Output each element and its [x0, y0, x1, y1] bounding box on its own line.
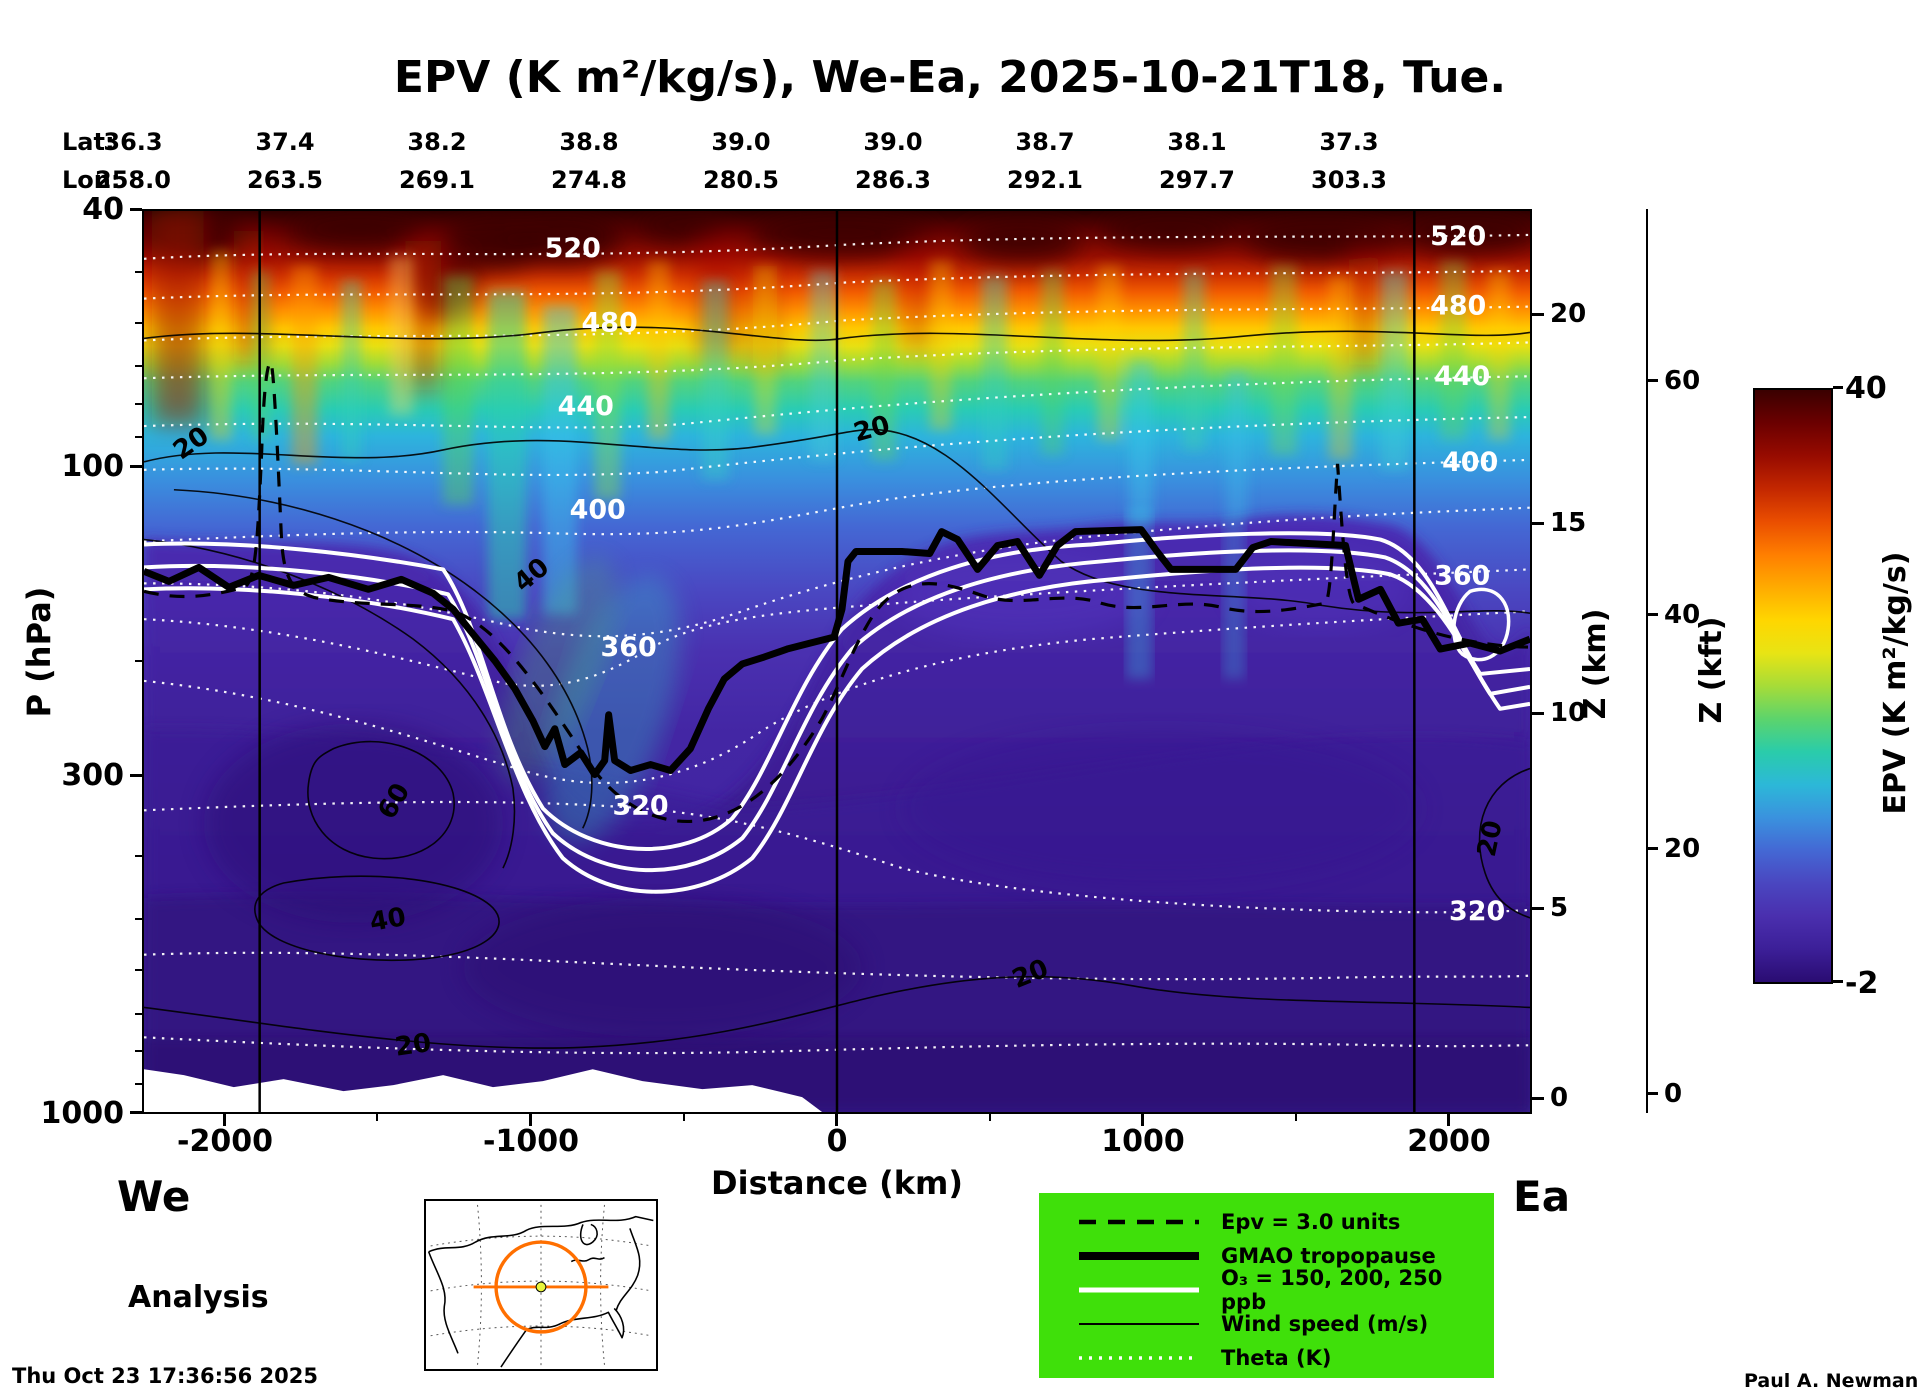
wind-label-40: 40 — [368, 902, 409, 938]
colorbar-axis-title: EPV (K m²/kg/s) — [1878, 551, 1913, 815]
lat-value: 38.7 — [1015, 128, 1075, 156]
lon-value: 274.8 — [551, 166, 627, 194]
section-location-marker — [535, 1281, 547, 1293]
pressure-axis-title: P (hPa) — [20, 586, 58, 718]
legend-sample-epv3 — [1079, 1219, 1199, 1225]
legend-label-wind: Wind speed (m/s) — [1221, 1312, 1429, 1336]
lat-axis-caption: Lat: — [62, 128, 115, 156]
lon-value: 258.0 — [95, 166, 171, 194]
zkft-tick-label: 40 — [1664, 600, 1701, 630]
lon-value: 303.3 — [1311, 166, 1387, 194]
theta-label-480-left: 480 — [582, 307, 638, 338]
lon-value: 269.1 — [399, 166, 475, 194]
theta-label-480-right: 480 — [1430, 291, 1486, 322]
legend-sample-tropopause — [1079, 1252, 1199, 1260]
credit: Paul A. Newman (NASA — [1744, 1370, 1926, 1392]
ozone-contours — [144, 531, 1530, 894]
lon-value: 286.3 — [855, 166, 931, 194]
lon-value: 297.7 — [1159, 166, 1235, 194]
timestamp: Thu Oct 23 17:36:56 2025 — [12, 1364, 318, 1388]
colorbar-min-label: -2 — [1845, 966, 1879, 1001]
waypoint-lines — [258, 211, 1416, 1112]
epv-field-svg: 520 480 440 400 360 320 520 480 440 400 … — [144, 211, 1530, 1112]
lat-value: 36.3 — [103, 128, 163, 156]
theta-label-400-right: 400 — [1442, 447, 1498, 478]
legend-label-tropopause: GMAO tropopause — [1221, 1244, 1436, 1268]
legend-label-epv3: Epv = 3.0 units — [1221, 1210, 1401, 1234]
theta-contours — [144, 233, 1530, 1055]
pressure-tick-label: 1000 — [40, 1096, 125, 1131]
wind-label-20: 20 — [1472, 818, 1509, 859]
theta-label-400-left: 400 — [570, 495, 626, 526]
lon-value: 280.5 — [703, 166, 779, 194]
inset-map-svg — [427, 1204, 654, 1368]
endpoint-we: We — [117, 1172, 191, 1221]
pressure-tick-label: 100 — [61, 449, 124, 484]
legend-sample-wind — [1079, 1323, 1199, 1325]
distance-tick-label: -2000 — [177, 1124, 273, 1159]
legend-sample-ozone — [1079, 1287, 1199, 1293]
lat-value: 37.3 — [1319, 128, 1379, 156]
theta-label-320-left: 320 — [612, 790, 668, 821]
surface-terrain-mask — [144, 1069, 823, 1112]
theta-label-360-left: 360 — [601, 632, 657, 663]
distance-tick-label: -1000 — [483, 1124, 579, 1159]
pressure-tick-label: 40 — [82, 192, 124, 227]
theta-label-360-right: 360 — [1434, 560, 1490, 591]
analysis-label: Analysis — [128, 1280, 269, 1315]
epv-streaks — [209, 250, 1511, 679]
theta-label-520-right: 520 — [1430, 221, 1486, 252]
map-inset — [424, 1199, 658, 1371]
lat-value: 39.0 — [711, 128, 771, 156]
lat-value: 38.8 — [559, 128, 619, 156]
legend-label-ozone: O₃ = 150, 200, 250 ppb — [1221, 1266, 1443, 1314]
legend-box: Epv = 3.0 units GMAO tropopause O₃ = 150… — [1039, 1193, 1494, 1378]
lat-value: 37.4 — [255, 128, 315, 156]
distance-axis-title: Distance (km) — [711, 1164, 963, 1202]
lon-value: 292.1 — [1007, 166, 1083, 194]
theta-label-320-right: 320 — [1449, 896, 1505, 927]
zkft-axis-title: Z (kft) — [1694, 616, 1729, 724]
zkm-axis-title: Z (km) — [1578, 608, 1613, 720]
colorbar-max-label: 40 — [1845, 371, 1887, 406]
zkm-tick-label: 10 — [1550, 698, 1587, 728]
contour-labels: 520 480 440 400 360 320 520 480 440 400 … — [168, 221, 1509, 1063]
theta-label-520-left: 520 — [545, 233, 601, 264]
legend-sample-theta — [1079, 1356, 1199, 1360]
lat-value: 39.0 — [863, 128, 923, 156]
lon-axis-caption: Lon: — [62, 166, 121, 194]
figure-title: EPV (K m²/kg/s), We-Ea, 2025-10-21T18, T… — [393, 52, 1507, 103]
endpoint-ea: Ea — [1513, 1172, 1571, 1221]
zkm-tick-label: 20 — [1550, 299, 1587, 329]
lat-value: 38.1 — [1167, 128, 1227, 156]
lat-value: 38.2 — [407, 128, 467, 156]
zkft-tick-label: 20 — [1664, 834, 1701, 864]
graticule-lines — [430, 1204, 652, 1366]
tropopause-line — [144, 526, 1530, 778]
distance-tick-label: 1000 — [1101, 1124, 1185, 1159]
zkft-tick-label: 0 — [1664, 1079, 1683, 1109]
distance-tick-label: 0 — [826, 1124, 848, 1159]
zkm-tick-label: 15 — [1550, 508, 1587, 538]
wind-label-20: 20 — [393, 1028, 433, 1063]
zkft-axis-line — [1646, 209, 1648, 1113]
zkft-tick-label: 60 — [1664, 366, 1701, 396]
distance-tick-label: 2000 — [1407, 1124, 1491, 1159]
lon-value: 263.5 — [247, 166, 323, 194]
plot-area: 520 480 440 400 360 320 520 480 440 400 … — [142, 209, 1532, 1114]
legend-label-theta: Theta (K) — [1221, 1346, 1332, 1370]
theta-label-440-right: 440 — [1434, 361, 1490, 392]
coastline-drawing — [427, 1215, 654, 1368]
pressure-tick-label: 300 — [61, 758, 124, 793]
theta-label-440-left: 440 — [558, 391, 614, 422]
colorbar-gradient — [1753, 388, 1833, 984]
zkm-tick-label: 0 — [1550, 1083, 1569, 1113]
zkm-tick-label: 5 — [1550, 893, 1569, 923]
